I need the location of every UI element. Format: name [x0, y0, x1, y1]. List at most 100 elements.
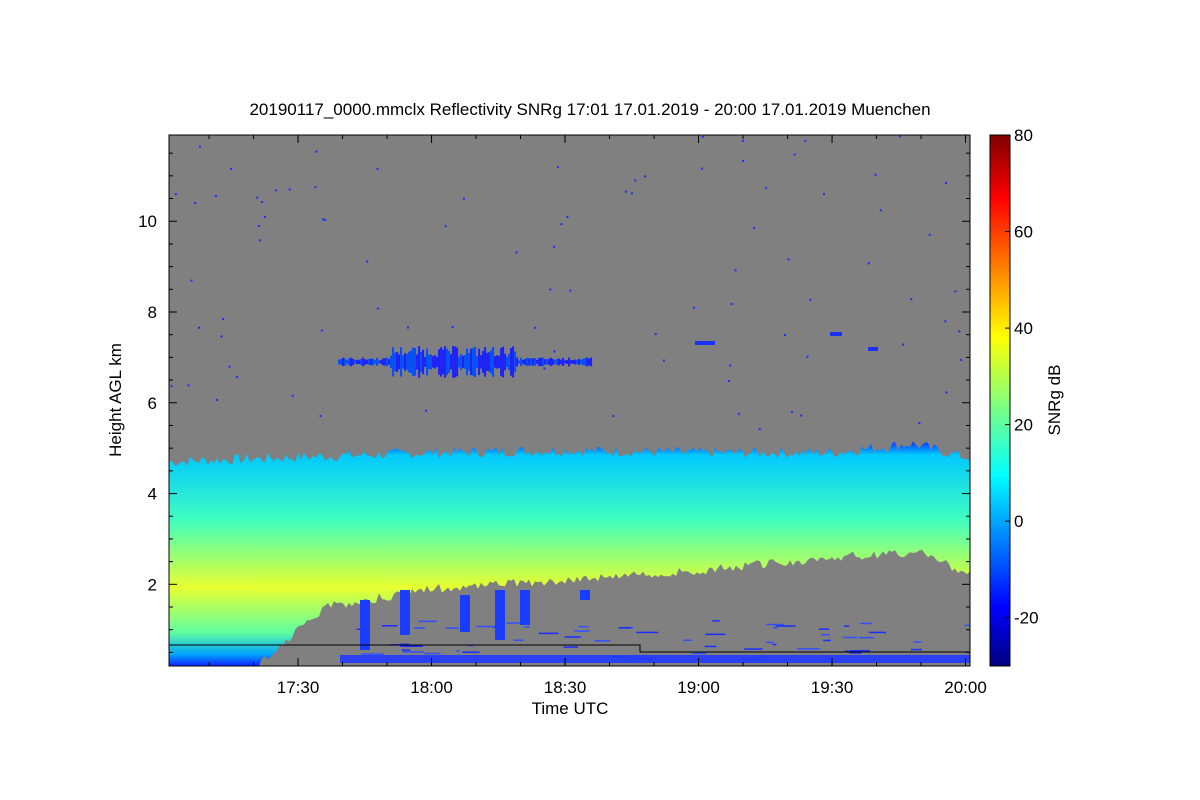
speckle-pixel: [425, 409, 428, 412]
speckle-pixel: [784, 334, 786, 336]
upper-cloud-cell: [442, 349, 445, 375]
upper-cloud-cell: [510, 348, 513, 376]
upper-cloud-cell: [440, 347, 443, 377]
upper-patch: [830, 332, 842, 336]
upper-cloud-cell: [558, 358, 561, 366]
low-echo: [506, 622, 526, 624]
speckle-pixel: [366, 260, 369, 263]
speckle-pixel: [729, 364, 732, 367]
upper-cloud-cell: [532, 358, 535, 366]
upper-cloud-cell: [356, 359, 359, 365]
speckle-pixel: [315, 150, 318, 153]
upper-cloud-cell: [420, 351, 423, 372]
low-echo: [712, 620, 720, 622]
speckle-pixel: [569, 289, 572, 292]
upper-cloud-cell: [416, 354, 419, 370]
upper-cloud-cell: [530, 358, 533, 366]
speckle-pixel: [758, 428, 761, 431]
low-echo: [402, 651, 424, 653]
x-tick-label: 17:30: [277, 678, 320, 697]
speckle-pixel: [928, 233, 931, 236]
upper-cloud-cell: [342, 357, 345, 367]
speckle-pixel: [902, 343, 904, 346]
low-echo: [445, 627, 459, 629]
upper-cloud-cell: [338, 359, 341, 365]
upper-cloud-cell: [370, 358, 373, 365]
upper-cloud-cell: [498, 355, 501, 369]
speckle-pixel: [199, 145, 202, 148]
chart-title: 20190117_0000.mmclx Reflectivity SNRg 17…: [249, 100, 930, 119]
upper-cloud-cell: [452, 346, 455, 378]
upper-cloud-cell: [448, 351, 451, 373]
speckle-pixel: [320, 329, 323, 332]
speckle-pixel: [549, 288, 552, 291]
speckle-pixel: [416, 365, 419, 368]
low-echo: [456, 650, 460, 652]
upper-cloud-cell: [390, 355, 393, 369]
speckle-pixel: [654, 333, 657, 336]
speckle-pixel: [291, 394, 294, 397]
upper-cloud-cell: [434, 355, 437, 369]
upper-cloud-cell: [354, 360, 357, 364]
upper-cloud-cell: [490, 350, 493, 374]
speckle-pixel: [800, 414, 803, 417]
upper-cloud-cell: [504, 353, 507, 371]
y-tick-label: 10: [138, 212, 157, 231]
speckle-pixel: [288, 188, 291, 191]
speckle-pixel: [407, 326, 409, 329]
low-echo: [704, 645, 717, 648]
upper-cloud-cell: [524, 358, 527, 365]
low-echo: [821, 634, 830, 636]
boundary-layer-echoes: [340, 590, 970, 663]
low-echo: [594, 640, 610, 642]
upper-cloud-cell: [348, 358, 351, 366]
speckle-pixel: [194, 202, 197, 204]
x-axis: 17:30 18:00 18:30 19:00 19:30 20:00: [208, 135, 987, 697]
speckle-pixel: [444, 225, 447, 228]
low-echo: [400, 645, 423, 647]
fall-streak: [360, 600, 370, 650]
low-echo: [636, 631, 659, 634]
upper-cloud-cell: [552, 359, 555, 365]
speckle-pixel: [324, 219, 327, 221]
speckle-pixel: [258, 239, 261, 242]
upper-cloud-cell: [372, 358, 375, 366]
speckle-pixel: [737, 412, 740, 415]
low-echo: [401, 649, 411, 651]
fall-streak: [520, 590, 530, 625]
upper-patch: [868, 347, 878, 351]
low-echo: [564, 636, 581, 638]
speckle-pixel: [566, 215, 569, 218]
speckle-pixel: [553, 245, 556, 248]
upper-cloud-layer: [338, 332, 878, 378]
speckle-pixel: [787, 258, 790, 261]
speckle-pixel: [742, 160, 745, 162]
ground-line: [169, 644, 970, 653]
upper-cloud-cell: [418, 346, 421, 378]
upper-cloud-cell: [518, 360, 521, 364]
upper-cloud-cell: [366, 359, 369, 365]
speckle-pixel: [958, 330, 961, 333]
upper-cloud-cell: [564, 360, 567, 364]
upper-cloud-cell: [346, 360, 349, 364]
y-tick-label: 6: [148, 394, 157, 413]
speckle-pixel: [918, 422, 921, 425]
upper-cloud-cell: [388, 359, 391, 365]
speckle-pixel: [322, 218, 325, 221]
low-echo: [766, 641, 774, 644]
upper-cloud-cell: [450, 354, 453, 370]
speckle-pixel: [793, 153, 796, 156]
upper-cloud-cell: [502, 346, 505, 378]
speckle-pixel: [557, 166, 559, 169]
low-echo: [705, 633, 726, 636]
upper-cloud-cell: [468, 353, 471, 371]
upper-cloud-cell: [458, 356, 461, 368]
speckle-pixel: [187, 384, 190, 387]
speckle-pixel: [376, 167, 379, 170]
main-cloud-layer: [169, 441, 970, 666]
upper-cloud-cell: [586, 357, 589, 367]
speckle-pixel: [879, 209, 882, 212]
speckle-pixel: [376, 307, 379, 310]
low-echo: [819, 628, 829, 630]
